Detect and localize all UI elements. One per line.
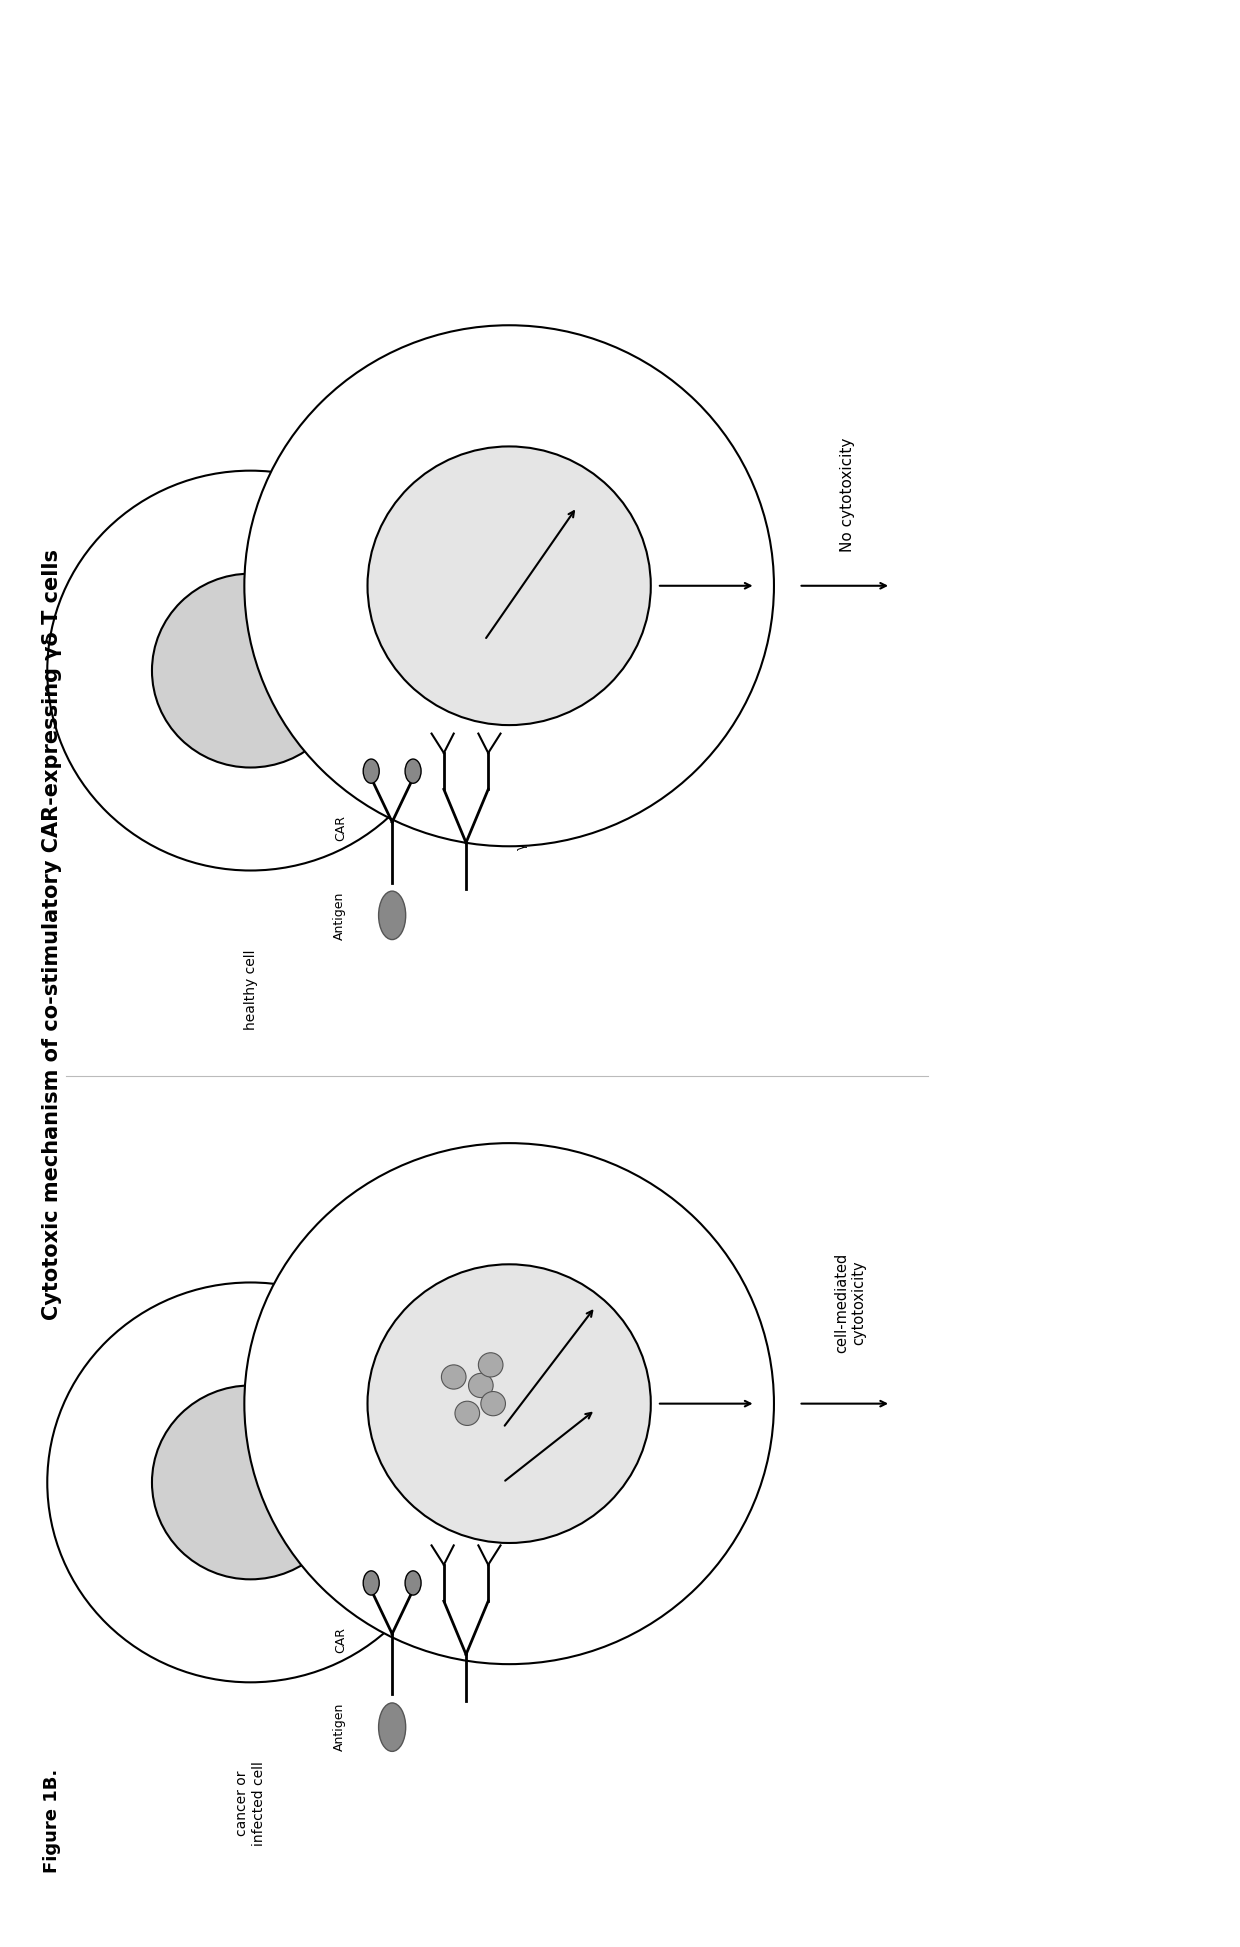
Circle shape xyxy=(47,471,454,870)
Text: Figure 1B.: Figure 1B. xyxy=(43,1768,61,1873)
Circle shape xyxy=(47,1283,454,1682)
Circle shape xyxy=(153,574,348,767)
Circle shape xyxy=(455,1402,480,1425)
Circle shape xyxy=(479,1353,503,1377)
Ellipse shape xyxy=(363,759,379,783)
Text: cancer or
infected cell: cancer or infected cell xyxy=(236,1762,265,1846)
Circle shape xyxy=(153,1386,348,1579)
Circle shape xyxy=(469,1373,494,1398)
Text: Phosphoantigens: Phosphoantigens xyxy=(558,1390,572,1491)
Text: γδ T cell
activation: γδ T cell activation xyxy=(692,1273,725,1347)
Text: No cytotoxicity: No cytotoxicity xyxy=(841,438,856,553)
Text: CAR: CAR xyxy=(334,816,347,841)
Text: cell-mediated
cytotoxicity: cell-mediated cytotoxicity xyxy=(835,1254,867,1353)
Text: γδ TCR: γδ TCR xyxy=(515,1618,528,1661)
Circle shape xyxy=(441,1365,466,1388)
Circle shape xyxy=(481,1392,506,1415)
Text: Cytotoxic mechanism of co-stimulatory CAR-expressing γδ T cells: Cytotoxic mechanism of co-stimulatory CA… xyxy=(42,549,62,1320)
Text: γδ T cell: γδ T cell xyxy=(269,545,281,602)
Ellipse shape xyxy=(405,1571,422,1595)
Text: CAR: CAR xyxy=(334,1628,347,1653)
Circle shape xyxy=(367,1264,651,1542)
Circle shape xyxy=(367,446,651,724)
Ellipse shape xyxy=(405,759,422,783)
Text: healthy cell: healthy cell xyxy=(243,950,258,1030)
Text: signal 2: signal 2 xyxy=(564,1299,578,1351)
Ellipse shape xyxy=(363,1571,379,1595)
Text: signal 2: signal 2 xyxy=(546,498,559,551)
Circle shape xyxy=(244,325,774,847)
Text: Antigen: Antigen xyxy=(332,1704,346,1752)
Ellipse shape xyxy=(378,892,405,940)
Text: Antigen: Antigen xyxy=(332,892,346,940)
Text: γδ TCR: γδ TCR xyxy=(515,806,528,851)
Text: γδ T cell: γδ T cell xyxy=(269,1363,281,1419)
Text: signal 1: signal 1 xyxy=(564,1445,578,1497)
Circle shape xyxy=(244,1143,774,1665)
Ellipse shape xyxy=(378,1704,405,1752)
Text: No
activation: No activation xyxy=(692,471,725,543)
